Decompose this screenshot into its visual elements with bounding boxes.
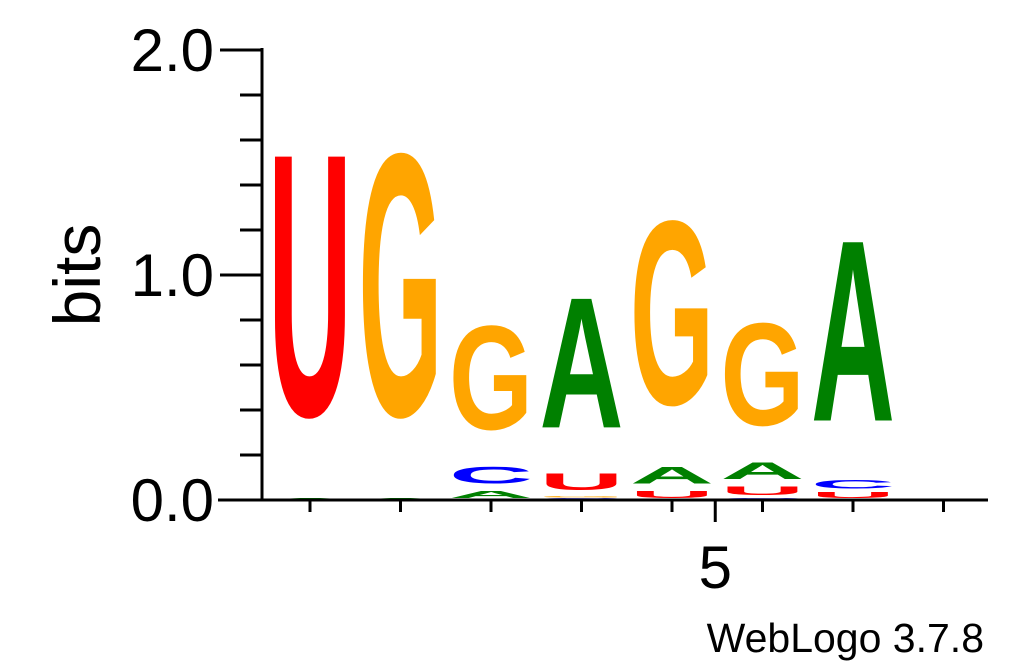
logo-letter-g-pos4: G [540,496,624,498]
svg-text:G: G [359,75,443,495]
svg-text:C: C [449,462,533,489]
svg-text:A: A [630,462,714,489]
svg-text:G: G [449,294,533,461]
svg-text:A: A [540,258,624,467]
svg-text:G: G [630,166,714,460]
y-tick-label: 1.0 [131,242,214,309]
logo-letter-g-pos6: G [721,293,805,457]
logo-letter-a-pos5: A [630,462,714,489]
logo-letter-c-pos7: C [811,477,895,491]
svg-text:A: A [721,457,805,484]
svg-text:C: C [811,477,895,491]
logo-letter-u-pos6: U [721,484,805,498]
logo-letter-c-pos3: C [449,462,533,489]
y-axis-label: bits [40,224,114,327]
logo-letter-g-pos3: G [449,294,533,461]
svg-text:G: G [540,496,624,498]
credit-text: WebLogo 3.7.8 [707,615,984,661]
letter-stacks: AUAGACGCGUAUAGCUAGUCA [268,75,895,500]
logo-letter-g-pos2: G [359,75,443,495]
svg-text:U: U [630,489,714,500]
logo-letter-u-pos5: U [630,489,714,500]
svg-text:U: U [540,468,624,495]
logo-letter-a-pos4: A [540,258,624,467]
logo-letter-a-pos7: A [811,186,895,476]
y-tick-label: 0.0 [131,467,214,534]
svg-text:A: A [811,186,895,476]
svg-text:G: G [721,293,805,457]
logo-letter-a-pos6: A [721,457,805,484]
svg-text:A: A [449,489,533,500]
svg-text:U: U [721,484,805,498]
x-tick-label: 5 [699,534,732,601]
logo-letter-a-pos3: A [449,489,533,500]
svg-text:U: U [268,75,352,495]
logo-letter-u-pos1: U [268,75,352,495]
y-tick-label: 2.0 [131,17,214,84]
logo-letter-u-pos4: U [540,468,624,495]
logo-letter-g-pos5: G [630,166,714,460]
